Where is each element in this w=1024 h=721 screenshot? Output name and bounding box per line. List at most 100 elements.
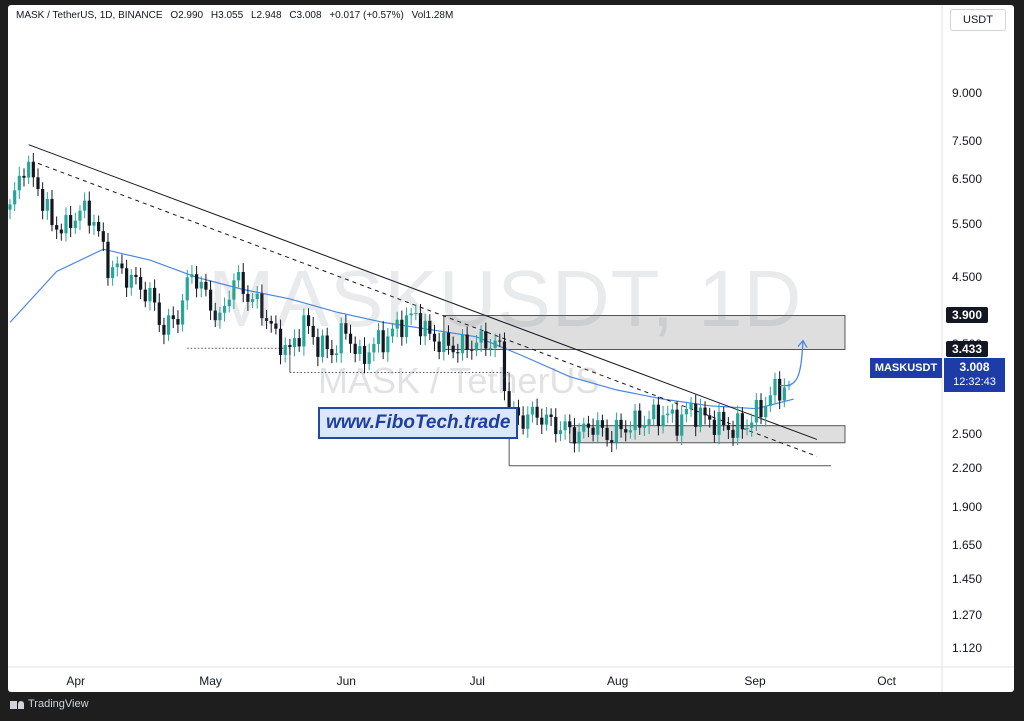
candle-body	[78, 210, 82, 221]
price-tick-label: 1.900	[952, 500, 983, 515]
watermark-symbol: MASKUSDT, 1D	[208, 254, 803, 343]
candle-body	[773, 378, 777, 396]
candle-body	[456, 352, 460, 354]
candle-body	[633, 410, 637, 431]
candle-body	[283, 345, 287, 355]
candle-body	[782, 387, 786, 401]
currency-button[interactable]: USDT	[950, 9, 1006, 31]
price-tick-label: 2.200	[952, 461, 983, 476]
candle-body	[372, 343, 376, 353]
candle-body	[572, 427, 577, 444]
candle-body	[120, 263, 124, 269]
candle-body	[577, 431, 581, 444]
candle-body	[586, 423, 591, 428]
time-tick-label: Oct	[877, 674, 896, 688]
candle-body	[390, 328, 395, 337]
candle-body	[759, 399, 763, 418]
candle-body	[17, 175, 21, 191]
candle-body	[376, 330, 381, 344]
candle-body	[395, 319, 399, 329]
candle-body	[264, 318, 269, 321]
candle-body	[227, 299, 231, 307]
candle-body	[764, 405, 768, 418]
candle-body	[731, 429, 735, 438]
price-tick-label: 1.120	[952, 641, 983, 656]
candle-body	[31, 161, 35, 178]
candle-body	[176, 319, 180, 325]
candle-body	[190, 274, 194, 278]
candle-body	[726, 424, 730, 430]
candle-body	[582, 423, 586, 432]
candle-body	[69, 215, 73, 229]
symbol-title: MASK / TetherUS, 1D, BINANCE	[16, 10, 163, 21]
candle-body	[624, 429, 628, 433]
candle-body	[619, 419, 623, 430]
candle-body	[134, 274, 138, 277]
candle-body	[260, 293, 264, 319]
candle-body	[306, 315, 311, 326]
candle-body	[92, 221, 96, 226]
candle-body	[670, 409, 674, 414]
candle-body	[432, 333, 437, 342]
price-chart[interactable]	[8, 5, 1014, 692]
candle-body	[409, 313, 413, 316]
watermark-description: MASK / TetherUS	[318, 360, 600, 401]
candle-body	[526, 414, 530, 429]
candle-body	[83, 200, 87, 211]
price-tick-label: 5.500	[952, 216, 983, 231]
candle-body	[311, 325, 315, 338]
brand-name: TradingView	[28, 698, 89, 710]
candle-body	[647, 419, 651, 425]
candle-body	[157, 302, 161, 325]
candle-body	[292, 338, 297, 348]
candle-body	[451, 345, 455, 353]
candle-body	[498, 340, 502, 342]
low-value: L2.948	[250, 10, 282, 21]
candle-body	[8, 204, 12, 210]
symbol-flag: MASKUSDT	[870, 358, 942, 378]
candle-body	[50, 199, 54, 226]
candle-body	[87, 200, 91, 226]
price-tick-label: 6.500	[952, 172, 983, 187]
chart-frame[interactable]: MASK / TetherUS, 1D, BINANCE O2.990 H3.0…	[8, 5, 1014, 692]
change-value: +0.017 (+0.57%)	[329, 10, 404, 21]
candle-body	[521, 415, 525, 429]
candle-body	[516, 407, 521, 416]
candle-body	[680, 414, 684, 436]
candle-body	[344, 323, 348, 334]
candle-body	[740, 413, 744, 430]
candle-body	[787, 384, 791, 387]
candle-body	[470, 349, 474, 351]
time-tick-label: Jun	[336, 674, 356, 688]
candle-body	[167, 315, 171, 335]
candle-body	[148, 287, 152, 302]
candle-body	[250, 299, 255, 302]
candle-body	[139, 276, 143, 290]
candle-body	[241, 272, 245, 294]
candle-body	[414, 313, 418, 315]
site-label: www.FiboTech.trade	[318, 407, 519, 439]
candle-body	[437, 341, 441, 353]
candle-body	[125, 268, 129, 288]
trendline-solid	[28, 144, 818, 440]
projection-arrow	[779, 340, 804, 387]
candle-body	[27, 161, 31, 178]
candle-body	[479, 331, 483, 343]
candle-body	[768, 395, 772, 406]
candle-body	[297, 338, 301, 347]
candle-body	[162, 324, 166, 335]
candle-body	[404, 315, 409, 338]
candle-body	[381, 330, 385, 353]
price-tick-label: 2.500	[952, 427, 983, 442]
candle-body	[325, 335, 329, 350]
candle-body	[97, 221, 101, 232]
candle-body	[246, 293, 250, 302]
candle-body	[199, 281, 203, 289]
candle-body	[330, 349, 334, 356]
price-tick-label: 1.270	[952, 607, 983, 622]
candle-body	[596, 420, 600, 435]
candle-body	[348, 333, 353, 344]
candle-body	[642, 424, 646, 428]
candle-body	[554, 416, 558, 435]
candle-body	[153, 287, 157, 303]
